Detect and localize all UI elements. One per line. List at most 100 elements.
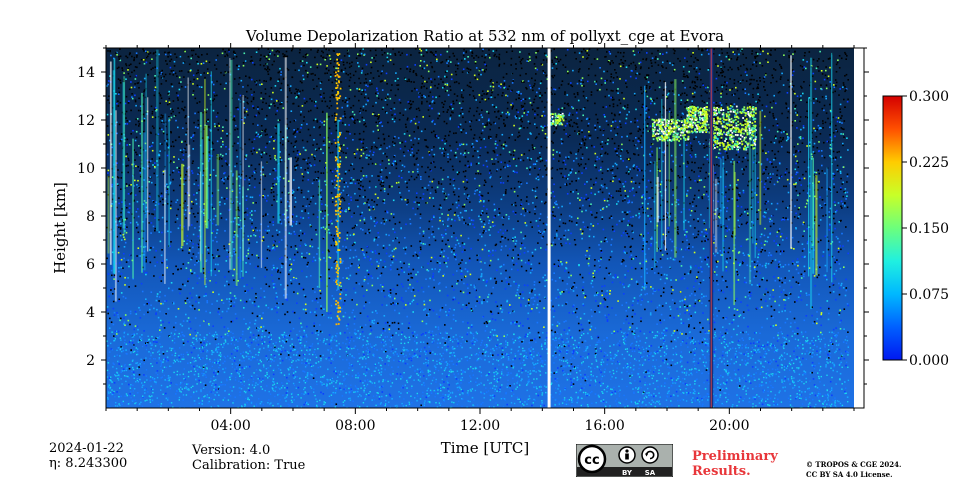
noise-speck	[355, 272, 358, 275]
noise-speck	[413, 178, 416, 181]
noise-speck	[705, 369, 708, 371]
noise-speck	[671, 90, 674, 92]
noise-speck	[844, 90, 846, 93]
noise-speck	[128, 367, 131, 370]
noise-speck	[136, 184, 138, 186]
noise-speck	[301, 252, 303, 255]
noise-speck	[708, 97, 711, 100]
noise-speck	[586, 99, 589, 102]
noise-speck	[445, 122, 448, 125]
noise-speck	[151, 213, 153, 215]
noise-speck	[163, 327, 166, 329]
noise-speck	[751, 366, 754, 368]
noise-speck	[408, 80, 410, 82]
noise-speck	[191, 296, 193, 299]
noise-speck	[744, 156, 747, 159]
noise-speck	[460, 107, 463, 109]
noise-speck	[721, 52, 723, 54]
noise-speck	[321, 203, 323, 205]
noise-speck	[426, 342, 429, 345]
noise-speck	[667, 92, 670, 95]
noise-speck	[468, 85, 470, 88]
noise-speck	[262, 325, 265, 328]
noise-speck	[628, 159, 631, 162]
noise-speck	[612, 228, 614, 231]
noise-speck	[640, 88, 642, 91]
noise-speck	[233, 119, 236, 122]
noise-speck	[159, 365, 162, 368]
noise-speck	[139, 317, 142, 319]
noise-speck	[182, 320, 185, 322]
noise-speck	[500, 198, 503, 201]
noise-speck	[464, 275, 467, 278]
noise-speck	[504, 166, 506, 169]
noise-speck	[128, 100, 130, 103]
noise-speck	[462, 54, 465, 57]
noise-speck	[455, 64, 457, 67]
noise-speck	[193, 365, 195, 368]
noise-speck	[278, 241, 281, 243]
noise-speck	[506, 180, 509, 182]
noise-speck	[479, 196, 482, 198]
noise-speck	[670, 292, 673, 295]
noise-speck	[621, 220, 623, 223]
noise-speck	[341, 220, 343, 223]
noise-speck	[320, 307, 322, 310]
noise-speck	[410, 175, 413, 178]
noise-speck	[641, 402, 644, 404]
noise-speck	[319, 380, 322, 383]
noise-speck	[220, 384, 222, 386]
noise-speck	[238, 173, 241, 176]
noise-speck	[668, 179, 670, 181]
noise-speck	[255, 292, 257, 295]
noise-speck	[511, 89, 513, 92]
noise-speck	[238, 209, 241, 212]
noise-speck	[505, 189, 507, 191]
noise-speck	[722, 63, 725, 65]
noise-speck	[418, 251, 421, 254]
noise-speck	[633, 347, 636, 350]
noise-speck	[364, 196, 366, 198]
noise-speck	[588, 134, 590, 137]
noise-speck	[248, 184, 251, 187]
noise-speck	[552, 241, 555, 244]
noise-speck	[312, 144, 314, 146]
noise-speck	[264, 214, 267, 217]
noise-speck	[163, 132, 165, 135]
noise-speck	[495, 385, 498, 388]
noise-speck	[238, 77, 241, 79]
noise-speck	[755, 55, 757, 58]
noise-speck	[435, 191, 437, 193]
noise-speck	[686, 193, 688, 195]
noise-speck	[383, 289, 385, 292]
noise-speck	[189, 333, 191, 336]
noise-speck	[314, 299, 317, 301]
noise-speck	[271, 268, 273, 271]
noise-speck	[162, 115, 164, 117]
noise-speck	[578, 80, 581, 82]
noise-speck	[798, 177, 801, 180]
noise-speck	[828, 216, 831, 218]
noise-speck	[623, 97, 625, 100]
noise-speck	[783, 289, 785, 291]
noise-speck	[453, 232, 455, 234]
noise-speck	[232, 57, 235, 60]
noise-speck	[791, 262, 794, 265]
noise-speck	[316, 85, 318, 88]
noise-speck	[283, 288, 286, 291]
noise-speck	[541, 232, 544, 235]
noise-speck	[480, 273, 483, 275]
noise-speck	[277, 271, 279, 273]
noise-speck	[154, 80, 156, 83]
noise-speck	[823, 109, 825, 112]
noise-speck	[461, 71, 464, 73]
noise-speck	[273, 60, 275, 63]
noise-speck	[381, 391, 384, 393]
noise-speck	[189, 292, 191, 295]
noise-speck	[373, 319, 376, 322]
noise-speck	[318, 324, 321, 326]
noise-speck	[388, 290, 390, 293]
noise-speck	[604, 314, 606, 317]
noise-speck	[178, 136, 180, 138]
noise-speck	[432, 197, 434, 199]
